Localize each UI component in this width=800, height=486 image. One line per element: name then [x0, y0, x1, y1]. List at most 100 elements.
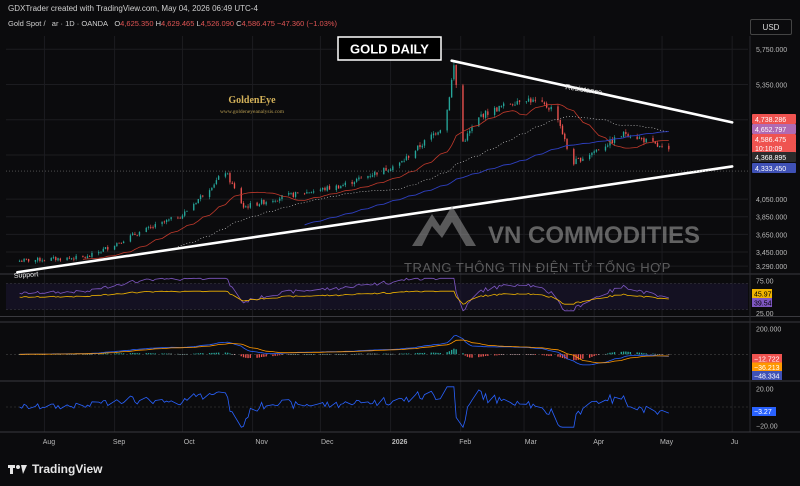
- candle-body: [340, 186, 342, 189]
- candle-body: [303, 193, 306, 195]
- currency-button[interactable]: USD: [750, 19, 792, 35]
- macd-histogram-bar: [245, 354, 247, 358]
- macd-histogram-bar: [550, 354, 552, 356]
- macd-histogram-bar: [211, 352, 213, 355]
- macd-histogram-bar: [525, 354, 527, 355]
- price-badge-text-1: 4,652.797: [755, 127, 786, 134]
- macd-histogram-bar: [516, 354, 518, 355]
- candle-body: [75, 255, 77, 260]
- candle-body: [215, 180, 218, 185]
- candle-body: [211, 187, 213, 191]
- x-tick-label-10: Ju: [731, 439, 739, 446]
- candle-body: [39, 257, 41, 262]
- candle-body: [414, 150, 417, 158]
- macd-histogram-bar: [310, 354, 313, 355]
- resistance-trendline: [450, 59, 734, 124]
- macd-histogram-bar: [668, 354, 670, 355]
- macd-histogram-bar: [181, 354, 184, 355]
- candle-body: [407, 156, 410, 158]
- candle-body: [421, 145, 423, 148]
- candle-body: [607, 145, 609, 147]
- x-tick-label-4: Dec: [321, 439, 334, 446]
- macd-histogram-bar: [512, 354, 514, 355]
- candle-body: [274, 200, 276, 202]
- candle-body: [435, 133, 437, 135]
- momentum-badge-0: [752, 407, 776, 416]
- candle-body: [21, 260, 23, 262]
- macd-histogram-bar: [240, 354, 242, 357]
- candle-body: [367, 175, 369, 178]
- macd-histogram-bar: [213, 352, 215, 355]
- macd-tick-label-0: 200.000: [756, 327, 781, 334]
- candle-body: [113, 245, 116, 250]
- macd-histogram-bar: [604, 353, 607, 355]
- macd-histogram-bar: [577, 354, 580, 360]
- candle-body: [376, 172, 378, 175]
- macd-histogram-bar: [419, 352, 421, 355]
- candle-body: [154, 224, 156, 228]
- candle-body: [66, 257, 68, 260]
- momentum-tick-label-1: −20.00: [756, 423, 778, 430]
- macd-histogram-bar: [437, 352, 439, 355]
- macd-histogram-bar: [265, 354, 267, 357]
- symbol-name[interactable]: Gold Spot /: [8, 19, 46, 28]
- macd-histogram-bar: [279, 354, 281, 356]
- candle-body: [116, 243, 118, 247]
- x-tick-label-8: Apr: [593, 439, 605, 446]
- macd-histogram-bar: [620, 351, 622, 355]
- macd-histogram-bar: [145, 353, 147, 355]
- macd-histogram-bar: [387, 353, 389, 355]
- macd-histogram-bar: [534, 354, 537, 355]
- macd-histogram-bar: [18, 354, 21, 355]
- candle-body: [272, 200, 274, 202]
- price-tick-label-0: 5,750.000: [756, 47, 787, 54]
- macd-histogram-bar: [260, 354, 263, 358]
- macd-histogram-bar: [652, 353, 654, 355]
- macd-histogram-bar: [392, 353, 394, 355]
- ma-20-line: [82, 103, 669, 260]
- macd-histogram-bar: [107, 353, 109, 355]
- candle-body: [306, 192, 308, 194]
- macd-histogram-bar: [215, 352, 218, 355]
- price-badge-text-3: 10:10:09: [755, 146, 782, 153]
- macd-badge-0: [752, 354, 782, 363]
- macd-histogram-bar: [116, 353, 118, 355]
- macd-histogram-bar: [199, 353, 202, 355]
- price-tick-label-8: 3,290.000: [756, 264, 787, 271]
- symbol-bar: Gold Spot / ar · 1D · OANDA O4,625.350 H…: [8, 19, 338, 28]
- macd-histogram-bar: [423, 352, 426, 355]
- macd-histogram-bar: [231, 354, 233, 355]
- goldeneye-logo-text: GoldenEye: [228, 95, 276, 106]
- candle-body: [516, 101, 518, 105]
- candle-body: [514, 104, 516, 106]
- candle-body: [263, 199, 265, 205]
- candle-body: [403, 160, 405, 162]
- macd-histogram-bar: [376, 353, 378, 355]
- macd-histogram-bar: [509, 354, 512, 355]
- candle-body: [290, 193, 292, 194]
- macd-histogram-bar: [591, 354, 593, 357]
- macd-histogram-bar: [89, 354, 91, 355]
- candle-body: [625, 131, 627, 134]
- macd-histogram-bar: [120, 353, 123, 355]
- price-badge-2: [752, 134, 796, 144]
- macd-histogram-bar: [595, 354, 598, 356]
- candle-body: [23, 258, 25, 262]
- macd-badge-text-1: −36.213: [754, 365, 780, 372]
- candle-body: [498, 105, 500, 112]
- candle-body: [636, 136, 638, 140]
- candle-body: [371, 175, 374, 177]
- price-tick-label-6: 3,650.000: [756, 232, 787, 239]
- macd-histogram-bar: [59, 354, 61, 355]
- candle-body: [335, 185, 337, 190]
- macd-histogram-bar: [561, 354, 564, 358]
- macd-histogram-bar: [98, 353, 100, 355]
- candle-body: [102, 248, 104, 252]
- candle-body: [163, 221, 166, 223]
- x-tick-label-5: 2026: [392, 439, 408, 446]
- macd-histogram-bar: [163, 353, 166, 355]
- macd-histogram-bar: [288, 354, 290, 355]
- chart-title: GOLD DAILY: [350, 42, 429, 57]
- macd-histogram-bar: [448, 351, 451, 355]
